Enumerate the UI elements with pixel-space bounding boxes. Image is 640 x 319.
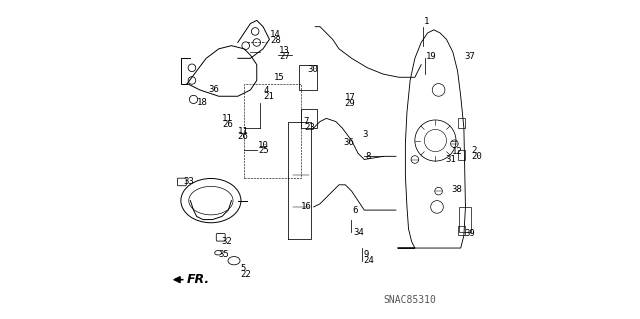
Text: 37: 37 [465,52,476,61]
Text: 8: 8 [366,152,371,161]
Bar [458,118,465,128]
Text: 33: 33 [184,177,194,186]
Text: 27: 27 [279,52,290,61]
Text: 35: 35 [218,250,229,259]
Text: 20: 20 [471,152,482,161]
Text: 9: 9 [364,250,369,259]
Text: 10: 10 [259,141,269,150]
Text: 22: 22 [240,270,251,279]
Text: 17: 17 [345,93,355,102]
Text: 38: 38 [452,185,462,194]
Text: 13: 13 [279,46,290,55]
Text: 26: 26 [238,132,248,141]
Text: 4: 4 [263,86,268,95]
Text: 26: 26 [222,120,233,129]
Text: 6: 6 [352,206,358,215]
Text: 12: 12 [452,147,462,156]
Bar [301,109,317,128]
Text: FR.: FR. [187,273,211,286]
Text: 28: 28 [270,36,281,45]
Text: 16: 16 [301,203,312,211]
Text: 5: 5 [240,264,246,273]
Bar [458,150,465,160]
Text: 7: 7 [303,117,308,126]
Text: 25: 25 [259,146,269,155]
Bar [458,226,465,235]
Text: 31: 31 [446,155,456,164]
Text: 11: 11 [238,127,248,136]
Text: 3: 3 [363,130,368,139]
Text: 34: 34 [353,228,364,237]
Bar [459,207,471,232]
Text: 11: 11 [222,114,233,123]
Text: 32: 32 [221,237,232,246]
Text: 36: 36 [209,85,220,94]
Text: 2: 2 [471,145,477,154]
Bar [300,65,317,90]
Text: 21: 21 [263,92,274,101]
Text: 14: 14 [270,30,281,39]
Text: 18: 18 [196,98,207,107]
Text: 15: 15 [274,73,285,82]
Text: 19: 19 [426,52,437,61]
Text: 30: 30 [307,65,318,74]
Text: 23: 23 [304,123,315,132]
Text: SNAC85310: SNAC85310 [383,295,436,305]
Text: 1: 1 [424,18,429,26]
Text: 24: 24 [364,256,374,264]
Text: 36: 36 [344,137,355,147]
Text: 29: 29 [345,99,355,108]
Text: 39: 39 [465,229,476,238]
